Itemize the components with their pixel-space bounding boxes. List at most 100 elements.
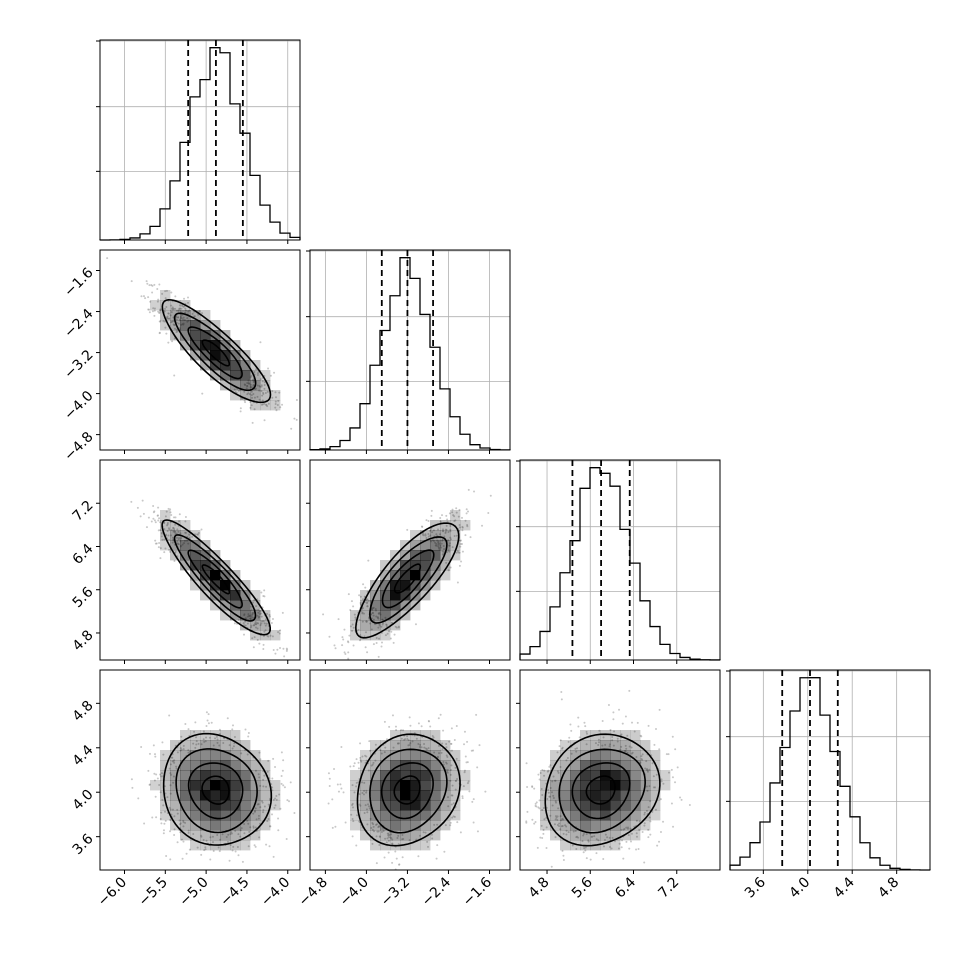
density-cell xyxy=(160,540,171,551)
scatter-point xyxy=(164,307,167,310)
density-cell xyxy=(370,770,381,781)
scatter-point xyxy=(226,840,229,843)
density-cell xyxy=(550,810,561,821)
scatter-point xyxy=(328,635,331,638)
scatter-point xyxy=(396,836,399,839)
scatter-point xyxy=(547,769,550,772)
scatter-point xyxy=(552,796,555,799)
scatter-point xyxy=(411,740,414,743)
density-cell xyxy=(560,840,571,851)
density-cell xyxy=(210,590,221,601)
scatter-point xyxy=(184,531,187,534)
scatter-point xyxy=(250,626,253,629)
scatter-point xyxy=(247,845,250,848)
density-cell xyxy=(390,730,401,741)
scatter-point xyxy=(541,794,544,797)
scatter-point xyxy=(266,405,269,408)
scatter-point xyxy=(184,309,187,312)
scatter-point xyxy=(259,806,262,809)
scatter-point xyxy=(188,848,191,851)
scatter-point xyxy=(624,715,627,718)
density-cell xyxy=(370,840,381,851)
scatter-point xyxy=(164,547,167,550)
scatter-point xyxy=(169,314,172,317)
scatter-point xyxy=(435,857,438,860)
contour-line xyxy=(173,534,257,622)
density-cell xyxy=(450,520,461,531)
scatter-point xyxy=(395,857,398,860)
scatter-point xyxy=(551,804,554,807)
density-cell xyxy=(570,740,581,751)
density-cell xyxy=(430,780,441,791)
scatter-point xyxy=(581,840,584,843)
density-cell xyxy=(220,770,231,781)
scatter-point xyxy=(270,622,273,625)
scatter-point xyxy=(277,399,280,402)
density-cell xyxy=(180,770,191,781)
density-cell xyxy=(240,830,251,841)
density-cell xyxy=(580,750,591,761)
scatter-point xyxy=(264,624,267,627)
scatter-point xyxy=(200,528,203,531)
density-cell xyxy=(180,520,191,531)
scatter-point xyxy=(578,736,581,739)
scatter-point xyxy=(643,811,646,814)
contour-line xyxy=(355,522,460,639)
density-cell xyxy=(150,300,161,311)
density-cell xyxy=(190,580,201,591)
scatter-point xyxy=(154,521,157,524)
scatter-point xyxy=(612,711,615,714)
scatter-point xyxy=(257,817,260,820)
density-cell xyxy=(540,780,551,791)
scatter-point xyxy=(359,603,362,606)
scatter-point xyxy=(152,307,155,310)
density-cell xyxy=(420,780,431,791)
scatter-point xyxy=(539,772,542,775)
scatter-point xyxy=(141,499,144,502)
scatter-point xyxy=(394,725,397,728)
scatter-point xyxy=(350,600,353,603)
scatter-point xyxy=(645,785,648,788)
scatter-point xyxy=(388,834,391,837)
scatter-point xyxy=(349,608,352,611)
density-cell xyxy=(230,790,241,801)
density-cell xyxy=(440,760,451,771)
scatter-point xyxy=(260,591,263,594)
scatter-point xyxy=(398,863,401,866)
scatter-point xyxy=(654,786,657,789)
density-cell xyxy=(540,820,551,831)
density-cell xyxy=(430,820,441,831)
scatter-point xyxy=(533,787,536,790)
density-cell xyxy=(400,810,411,821)
scatter-point xyxy=(451,546,454,549)
scatter-point xyxy=(440,751,443,754)
density-cell xyxy=(430,760,441,771)
density-cell xyxy=(630,790,641,801)
scatter-point xyxy=(377,655,380,658)
density-cell xyxy=(220,340,231,351)
scatter-point xyxy=(244,624,247,627)
scatter-point xyxy=(444,824,447,827)
density-cell xyxy=(620,790,631,801)
scatter-point xyxy=(272,648,275,651)
density-cell xyxy=(540,810,551,821)
scatter-point xyxy=(251,637,254,640)
scatter-point xyxy=(351,803,354,806)
scatter-point xyxy=(179,822,182,825)
scatter-point xyxy=(400,737,403,740)
scatter-point xyxy=(143,822,146,825)
scatter-point xyxy=(570,729,573,732)
density-cell xyxy=(210,370,221,381)
scatter-point xyxy=(543,769,546,772)
scatter-point xyxy=(258,836,261,839)
scatter-point xyxy=(421,525,424,528)
x-tick-label: −2.4 xyxy=(419,874,454,909)
scatter-point xyxy=(560,698,563,701)
scatter-point xyxy=(278,391,281,394)
density-cell xyxy=(180,790,191,801)
density-cell xyxy=(380,620,391,631)
scatter-point xyxy=(156,777,159,780)
scatter-point xyxy=(165,533,168,536)
scatter-point xyxy=(402,837,405,840)
scatter-point xyxy=(646,789,649,792)
